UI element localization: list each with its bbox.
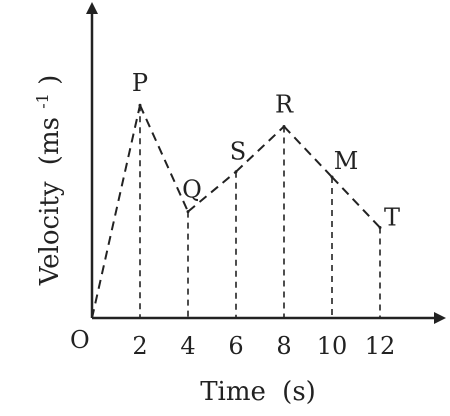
x-tick-label: 10 [317,332,348,360]
x-tick-label: 4 [180,332,195,360]
point-s [234,170,238,174]
point-m [330,175,334,179]
y-axis-label: Velocity [35,181,65,286]
velocity-segment [283,125,333,178]
point-label-r: R [275,90,294,118]
point-label-q: Q [182,176,202,204]
x-tick-label: 8 [276,332,291,360]
y-axis-unit: ms [35,117,65,155]
velocity-segment [235,125,285,173]
velocity-segment [139,104,189,213]
point-label-p: P [132,69,148,97]
velocity-segment [91,104,141,319]
point-label-m: M [334,147,359,175]
velocity-segment [331,176,381,229]
velocity-segment [187,170,237,213]
origin-label: O [70,326,90,354]
y-axis-unit-exponent: -1 [33,93,52,109]
point-q [186,210,190,214]
svg-text:Velocity (ms: Velocity (ms -1 ) [25,75,65,286]
x-axis-label: Time [200,377,266,407]
point-r [282,124,286,128]
x-axis-unit: s [292,377,305,407]
x-tick-label: 6 [228,332,243,360]
x-axis-title: Time (s) [200,377,316,407]
x-tick-label: 2 [132,332,147,360]
point-label-t: T [384,204,400,232]
y-axis-title: Velocity (ms -1 ) [25,75,65,286]
point-t [378,226,382,230]
point-label-s: S [230,138,246,166]
point-p [138,103,142,107]
x-tick-label: 12 [365,332,396,360]
